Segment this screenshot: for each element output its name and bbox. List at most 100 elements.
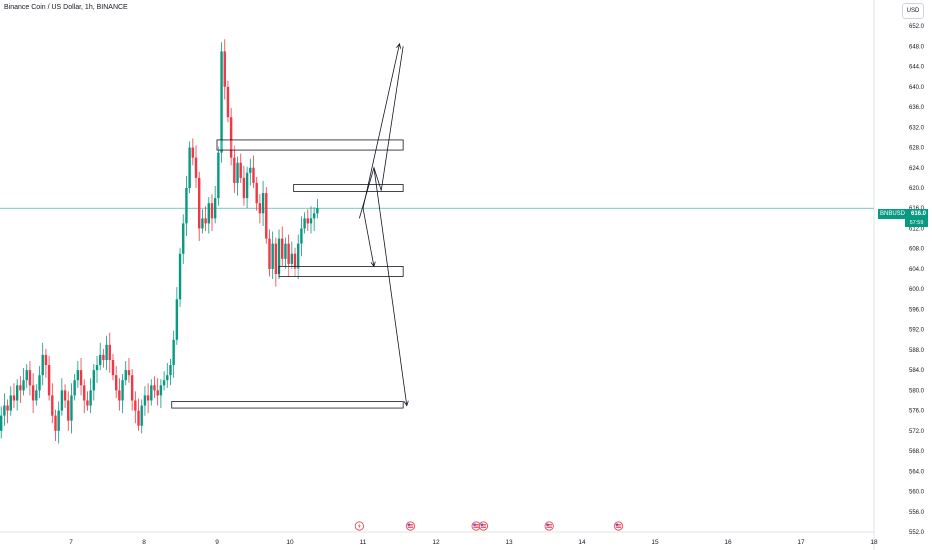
candles-layer [0,39,319,444]
zone-resistance-628[interactable] [216,139,404,151]
candle-body [169,365,172,376]
drawing-zones-layer [171,139,404,409]
y-tick-label: 640.0 [909,85,925,91]
candle-body [194,157,198,178]
y-tick-label: 648.0 [909,44,925,50]
candle-body [271,243,274,269]
candle-body [73,380,76,396]
x-tick-label: 9 [215,539,219,546]
candle-body [57,410,60,431]
candle-body [290,253,294,264]
candle-body [19,385,22,391]
candle-body [92,370,96,391]
y-tick-label: 564.0 [909,469,925,475]
candle-body [102,354,105,360]
y-tick-label: 624.0 [909,166,925,172]
candle-body [9,395,12,411]
candle-body [95,365,99,371]
candle-body [245,172,249,199]
candle-body [166,375,169,381]
lightning-icon[interactable] [354,521,364,531]
time-axis[interactable]: 7 8 9 10 11 12 13 14 15 16 17 18 [69,539,878,546]
currency-selector[interactable]: USD [902,3,924,19]
candle-body [108,344,111,360]
candle-body [41,354,44,376]
chart-title: Binance Coin / US Dollar, 1h, BINANCE [4,4,128,11]
path-projection-down-long[interactable] [373,167,408,406]
candle-body [201,218,204,229]
us-flag-icon[interactable] [478,521,489,531]
zone-support-604[interactable] [278,266,404,277]
candle-body [15,385,19,401]
economic-events-layer[interactable] [354,521,624,531]
path-projection-mid[interactable] [358,46,404,219]
x-tick-label: 11 [360,539,367,546]
candle-body [111,360,115,376]
us-flag-icon[interactable] [405,521,416,531]
us-flag-icon[interactable] [613,521,624,531]
y-tick-label: 608.0 [909,247,925,253]
x-tick-label: 13 [505,539,513,546]
x-tick-label: 7 [69,539,73,546]
candle-body [137,410,140,426]
price-tag-value: 616.0 [910,211,926,217]
candle-body [306,218,309,224]
candle-body [236,162,239,183]
candle-body [300,228,303,244]
y-tick-label: 576.0 [909,409,925,415]
price-axis[interactable]: 552.0 556.0 560.0 564.0 568.0 572.0 576.0 580.0… [909,24,925,536]
x-tick-label: 8 [142,539,146,546]
drawing-paths-layer [358,42,409,407]
candle-body [252,167,255,183]
candle-body [44,354,48,366]
y-tick-label: 568.0 [909,449,925,455]
candle-body [118,390,121,401]
candle-body [223,51,226,87]
candle-body [38,375,41,391]
candle-body [63,390,67,401]
path-projection-down-short[interactable] [362,208,375,267]
candle-body [293,253,297,269]
candle-body [22,380,25,391]
candle-body [79,370,83,386]
y-tick-label: 588.0 [909,348,925,354]
us-flag-icon[interactable] [544,521,554,531]
candle-body [258,203,262,214]
us-flag-icon[interactable] [471,521,481,531]
y-tick-label: 600.0 [909,287,925,293]
candle-body [229,117,233,158]
price-tag-symbol: BNBUSD [880,211,906,217]
candle-body [213,198,217,219]
candle-body [105,344,108,360]
candle-body [249,167,252,173]
candle-body [51,395,54,416]
y-tick-label: 556.0 [909,510,925,516]
path-projection-up[interactable] [362,43,400,209]
candle-body [242,177,246,199]
candle-body [220,51,223,153]
zone-support-577[interactable] [171,401,404,409]
candle-body [268,238,271,269]
x-tick-label: 10 [286,539,294,546]
candle-body [217,152,220,199]
y-tick-label: 628.0 [909,146,925,152]
candle-body [159,385,163,396]
candle-body [76,370,80,381]
candle-body [281,238,284,259]
y-tick-label: 612.0 [909,226,925,232]
candle-body [153,385,156,391]
candle-body [191,147,195,158]
candle-body [28,370,32,386]
candle-body [99,354,102,366]
candle-body [226,86,230,118]
y-tick-label: 632.0 [909,125,925,131]
candle-body [156,390,159,396]
candle-body [6,405,9,411]
candle-body [287,243,290,264]
candle-body [124,370,127,381]
candle-body [140,405,143,426]
zone-zone-620[interactable] [293,184,404,192]
candle-body [86,400,89,406]
candle-body [3,405,6,416]
